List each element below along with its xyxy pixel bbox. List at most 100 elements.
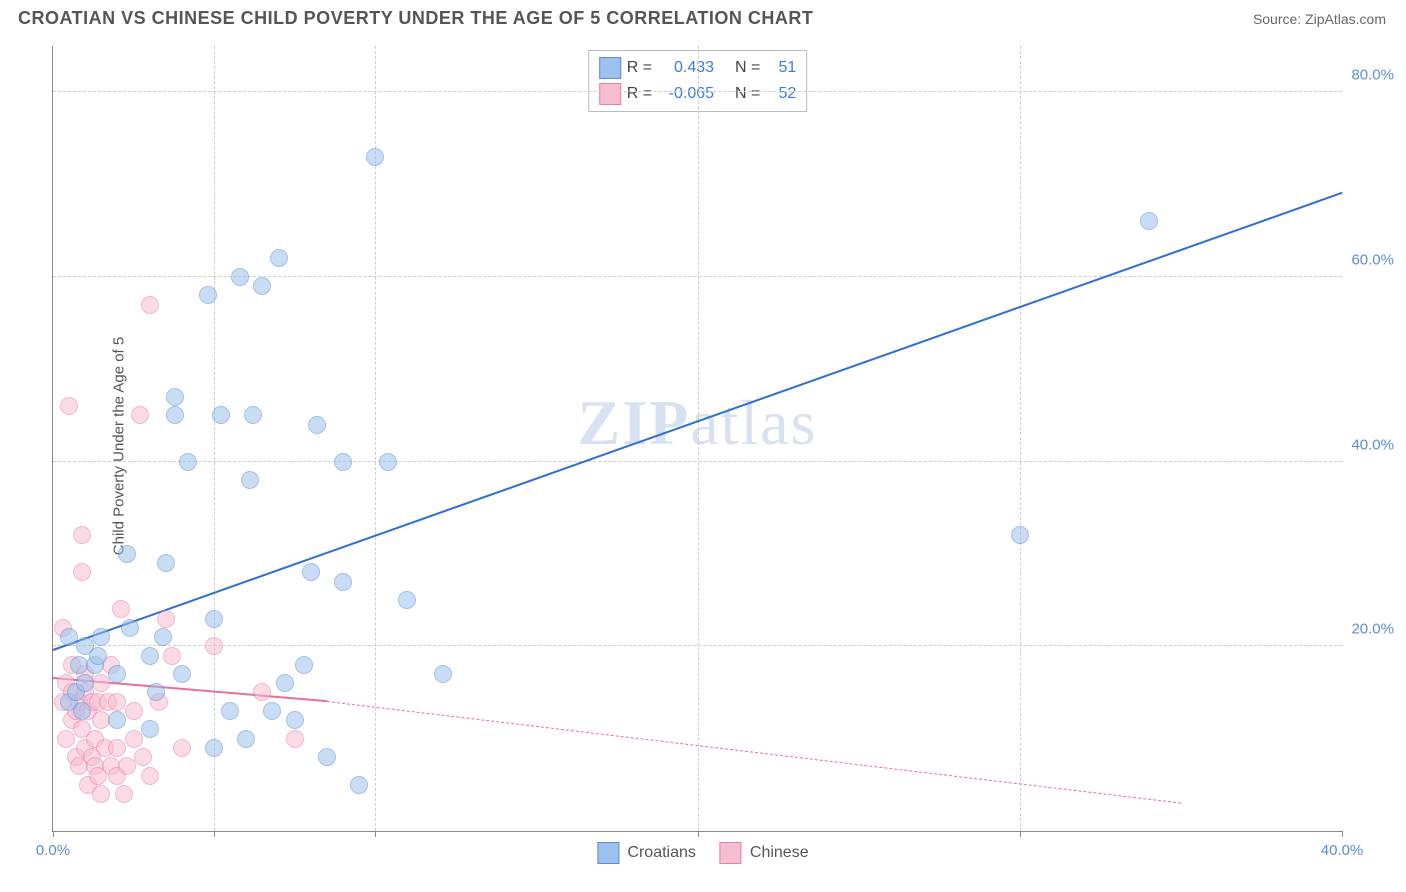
chart-title: CROATIAN VS CHINESE CHILD POVERTY UNDER … bbox=[18, 8, 813, 29]
data-point bbox=[1011, 526, 1029, 544]
data-point bbox=[205, 739, 223, 757]
data-point bbox=[398, 591, 416, 609]
data-point bbox=[295, 656, 313, 674]
data-point bbox=[89, 647, 107, 665]
data-point bbox=[141, 296, 159, 314]
data-point bbox=[134, 748, 152, 766]
data-point bbox=[76, 674, 94, 692]
data-point bbox=[253, 683, 271, 701]
data-point bbox=[92, 674, 110, 692]
data-point bbox=[73, 526, 91, 544]
data-point bbox=[205, 610, 223, 628]
legend-item: Croatians bbox=[597, 842, 695, 864]
data-point bbox=[108, 739, 126, 757]
data-point bbox=[92, 785, 110, 803]
stat-r-label: R = bbox=[627, 85, 652, 103]
legend-swatch bbox=[599, 57, 621, 79]
y-tick-label: 40.0% bbox=[1351, 436, 1394, 453]
y-tick-label: 20.0% bbox=[1351, 621, 1394, 638]
y-tick-label: 80.0% bbox=[1351, 67, 1394, 84]
data-point bbox=[73, 702, 91, 720]
y-tick-label: 60.0% bbox=[1351, 251, 1394, 268]
x-tick-label: 40.0% bbox=[1321, 842, 1364, 859]
data-point bbox=[318, 748, 336, 766]
stat-n-label: N = bbox=[735, 85, 760, 103]
stat-r-value: -0.065 bbox=[658, 85, 714, 103]
data-point bbox=[434, 665, 452, 683]
data-point bbox=[205, 637, 223, 655]
x-tick bbox=[698, 831, 699, 837]
data-point bbox=[57, 730, 75, 748]
data-point bbox=[163, 647, 181, 665]
x-tick bbox=[214, 831, 215, 837]
data-point bbox=[286, 711, 304, 729]
stat-n-value: 52 bbox=[766, 85, 796, 103]
x-tick-label: 0.0% bbox=[36, 842, 70, 859]
data-point bbox=[276, 674, 294, 692]
data-point bbox=[125, 730, 143, 748]
data-point bbox=[154, 628, 172, 646]
data-point bbox=[108, 693, 126, 711]
data-point bbox=[308, 416, 326, 434]
data-point bbox=[334, 573, 352, 591]
data-point bbox=[173, 665, 191, 683]
legend-item: Chinese bbox=[720, 842, 809, 864]
data-point bbox=[199, 286, 217, 304]
data-point bbox=[212, 406, 230, 424]
data-point bbox=[118, 545, 136, 563]
stat-r-value: 0.433 bbox=[658, 59, 714, 77]
trend-line bbox=[327, 701, 1181, 804]
data-point bbox=[231, 268, 249, 286]
legend-swatch bbox=[599, 83, 621, 105]
gridline bbox=[1020, 46, 1021, 831]
data-point bbox=[166, 388, 184, 406]
stat-n-label: N = bbox=[735, 59, 760, 77]
data-point bbox=[108, 711, 126, 729]
source-label: Source: ZipAtlas.com bbox=[1253, 11, 1386, 27]
data-point bbox=[244, 406, 262, 424]
legend-swatch bbox=[720, 842, 742, 864]
x-tick bbox=[1342, 831, 1343, 837]
data-point bbox=[302, 563, 320, 581]
legend-swatch bbox=[597, 842, 619, 864]
x-tick bbox=[375, 831, 376, 837]
data-point bbox=[147, 683, 165, 701]
data-point bbox=[60, 628, 78, 646]
data-point bbox=[157, 554, 175, 572]
data-point bbox=[221, 702, 239, 720]
data-point bbox=[179, 453, 197, 471]
data-point bbox=[141, 720, 159, 738]
data-point bbox=[1140, 212, 1158, 230]
data-point bbox=[237, 730, 255, 748]
data-point bbox=[141, 767, 159, 785]
data-point bbox=[286, 730, 304, 748]
data-point bbox=[73, 563, 91, 581]
stat-r-label: R = bbox=[627, 59, 652, 77]
legend-label: Chinese bbox=[750, 844, 809, 862]
gridline bbox=[698, 46, 699, 831]
x-tick bbox=[1020, 831, 1021, 837]
data-point bbox=[270, 249, 288, 267]
data-point bbox=[112, 600, 130, 618]
chart-plot-area: ZIPatlas R =0.433 N =51R =-0.065 N =52 2… bbox=[52, 46, 1342, 832]
data-point bbox=[115, 785, 133, 803]
data-point bbox=[92, 628, 110, 646]
data-point bbox=[253, 277, 271, 295]
data-point bbox=[263, 702, 281, 720]
data-point bbox=[141, 647, 159, 665]
series-legend: Croatians Chinese bbox=[597, 842, 808, 864]
data-point bbox=[118, 757, 136, 775]
data-point bbox=[173, 739, 191, 757]
data-point bbox=[241, 471, 259, 489]
gridline bbox=[214, 46, 215, 831]
data-point bbox=[379, 453, 397, 471]
data-point bbox=[334, 453, 352, 471]
stat-n-value: 51 bbox=[766, 59, 796, 77]
x-tick bbox=[53, 831, 54, 837]
data-point bbox=[350, 776, 368, 794]
data-point bbox=[125, 702, 143, 720]
legend-label: Croatians bbox=[627, 844, 695, 862]
data-point bbox=[366, 148, 384, 166]
data-point bbox=[131, 406, 149, 424]
data-point bbox=[60, 397, 78, 415]
